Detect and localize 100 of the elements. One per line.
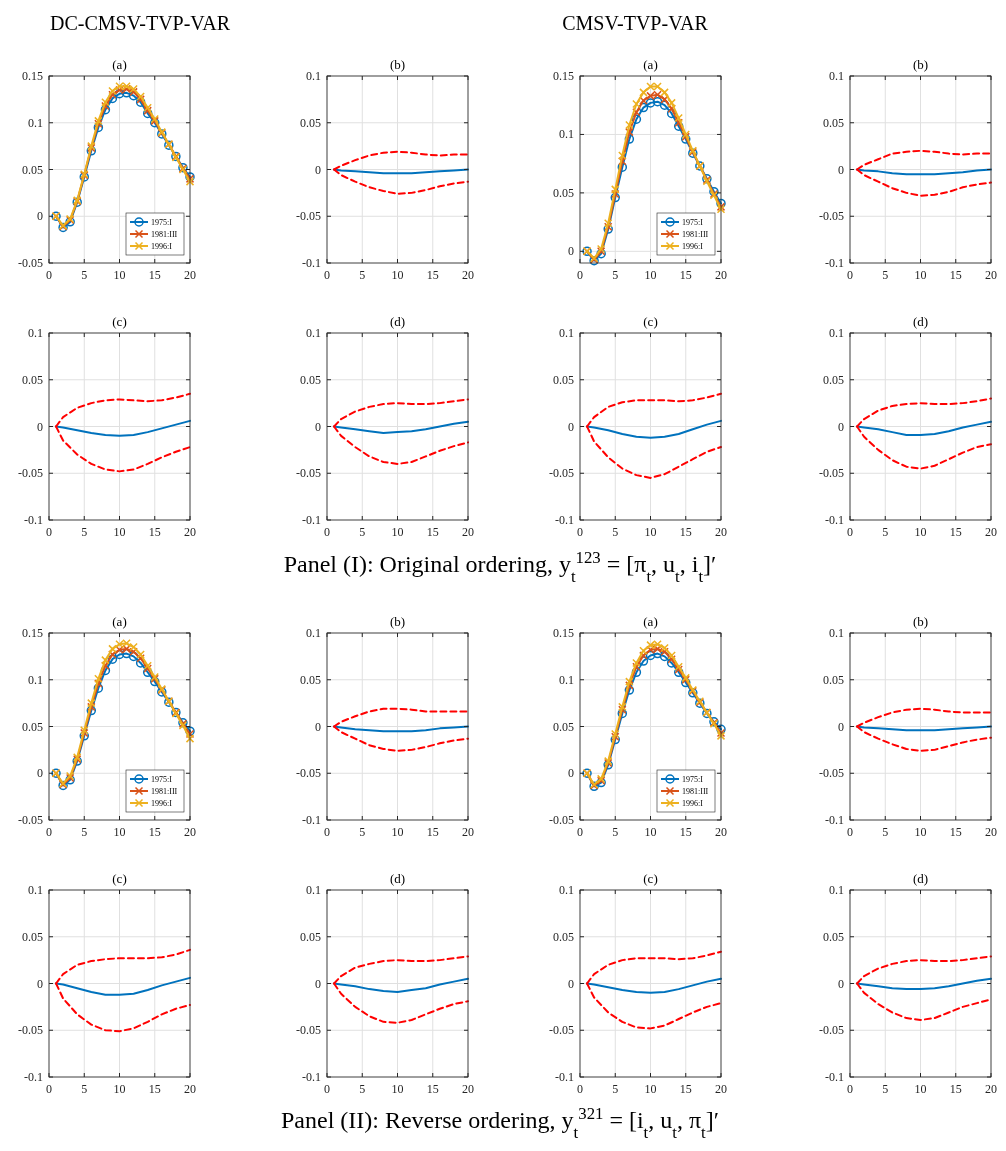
x-tick-label: 20 — [462, 268, 474, 282]
y-tick-label: 0.1 — [829, 883, 844, 897]
y-tick-label: 0.05 — [22, 372, 43, 387]
x-tick-label: 10 — [391, 268, 404, 282]
x-tick-label: 15 — [679, 825, 692, 839]
legend-label: 1981:III — [151, 787, 178, 796]
y-tick-label: 0.05 — [823, 115, 844, 130]
y-tick-label: 0 — [838, 162, 844, 177]
chart-title: (d) — [912, 314, 929, 329]
y-tick-label: 0 — [37, 766, 43, 781]
x-tick-label: 10 — [391, 1082, 404, 1096]
x-tick-label: 10 — [914, 825, 927, 839]
x-tick-label: 5 — [882, 525, 889, 539]
chart-title: (b) — [389, 614, 406, 629]
chart-title: (c) — [643, 314, 658, 329]
x-tick-label: 0 — [577, 268, 583, 282]
y-tick-label: -0.1 — [24, 513, 43, 527]
x-tick-label: 10 — [644, 825, 657, 839]
chart-title: (d) — [912, 871, 929, 886]
chart-title: (c) — [643, 871, 658, 886]
y-tick-label: -0.1 — [302, 1070, 321, 1084]
y-tick-label: 0 — [568, 976, 574, 991]
x-tick-label: 10 — [644, 525, 657, 539]
y-tick-label: -0.05 — [18, 1023, 43, 1038]
chart-title: (b) — [389, 57, 406, 72]
x-tick-label: 5 — [81, 825, 88, 839]
x-tick-label: 10 — [113, 268, 126, 282]
y-tick-label: 0 — [568, 419, 574, 434]
y-tick-label: 0.1 — [306, 326, 321, 340]
x-tick-label: 10 — [644, 1082, 657, 1096]
x-tick-label: 5 — [612, 525, 619, 539]
legend-label: 1975:I — [682, 775, 704, 784]
y-tick-label: 0 — [568, 766, 574, 781]
y-tick-label: -0.1 — [302, 813, 321, 827]
chart-title: (a) — [112, 614, 127, 629]
text: DC-CMSV-TVP-VAR — [49, 12, 231, 34]
x-tick-label: 0 — [847, 1082, 853, 1096]
y-tick-label: 0.05 — [553, 372, 574, 387]
x-tick-label: 15 — [679, 268, 692, 282]
y-tick-label: 0.05 — [22, 719, 43, 734]
y-tick-label: -0.05 — [549, 1023, 574, 1038]
x-tick-label: 0 — [577, 525, 583, 539]
x-tick-label: 20 — [985, 268, 997, 282]
chart-title: (b) — [912, 614, 929, 629]
y-tick-label: -0.1 — [555, 513, 574, 527]
x-tick-label: 0 — [324, 1082, 330, 1096]
x-tick-label: 0 — [46, 1082, 52, 1096]
x-tick-label: 20 — [715, 525, 727, 539]
y-tick-label: 0.1 — [28, 672, 43, 687]
x-tick-label: 10 — [113, 825, 126, 839]
x-tick-label: 0 — [324, 825, 330, 839]
y-tick-label: 0.1 — [829, 626, 844, 640]
y-tick-label: -0.05 — [296, 209, 321, 224]
x-tick-label: 20 — [985, 1082, 997, 1096]
y-tick-label: 0.05 — [553, 929, 574, 944]
y-tick-label: 0 — [37, 419, 43, 434]
y-tick-label: 0.1 — [306, 626, 321, 640]
legend-label: 1975:I — [151, 775, 173, 784]
x-tick-label: 10 — [644, 268, 657, 282]
x-tick-label: 15 — [679, 1082, 692, 1096]
x-tick-label: 5 — [612, 1082, 619, 1096]
y-tick-label: 0.1 — [559, 326, 574, 340]
legend-label: 1975:I — [682, 218, 704, 227]
legend-label: 1981:III — [151, 230, 178, 239]
y-tick-label: 0.05 — [553, 719, 574, 734]
y-tick-label: 0.05 — [823, 372, 844, 387]
y-tick-label: 0.1 — [28, 326, 43, 340]
x-tick-label: 10 — [391, 525, 404, 539]
x-tick-label: 0 — [847, 268, 853, 282]
y-tick-label: -0.1 — [555, 1070, 574, 1084]
y-tick-label: 0 — [838, 976, 844, 991]
y-tick-label: 0.05 — [553, 185, 574, 200]
chart-title: (b) — [912, 57, 929, 72]
x-tick-label: 5 — [359, 1082, 366, 1096]
y-tick-label: 0 — [568, 244, 574, 259]
x-tick-label: 0 — [577, 825, 583, 839]
x-tick-label: 20 — [462, 1082, 474, 1096]
y-tick-label: -0.05 — [296, 1023, 321, 1038]
y-tick-label: 0.1 — [559, 883, 574, 897]
x-tick-label: 15 — [148, 268, 161, 282]
text: CMSV-TVP-VAR — [562, 12, 709, 34]
y-tick-label: -0.1 — [302, 256, 321, 270]
y-tick-label: 0.1 — [306, 883, 321, 897]
y-tick-label: 0 — [37, 209, 43, 224]
x-tick-label: 15 — [148, 1082, 161, 1096]
y-tick-label: -0.05 — [819, 209, 844, 224]
x-tick-label: 15 — [949, 525, 962, 539]
x-tick-label: 5 — [81, 525, 88, 539]
y-tick-label: -0.05 — [18, 466, 43, 481]
chart-title: (c) — [112, 314, 127, 329]
y-tick-label: 0.15 — [553, 626, 574, 640]
y-tick-label: -0.1 — [302, 513, 321, 527]
y-tick-label: 0.1 — [559, 127, 574, 142]
x-tick-label: 20 — [184, 525, 196, 539]
x-tick-label: 15 — [679, 525, 692, 539]
x-tick-label: 20 — [462, 825, 474, 839]
x-tick-label: 20 — [985, 825, 997, 839]
y-tick-label: 0.1 — [559, 672, 574, 687]
y-tick-label: 0 — [315, 162, 321, 177]
chart-title: Panel (II): Reverse ordering, y$_{t}$$^{321}$ = [i$_{t}$, u$_{t}$, π$_{t}$]′ — [281, 1103, 719, 1142]
